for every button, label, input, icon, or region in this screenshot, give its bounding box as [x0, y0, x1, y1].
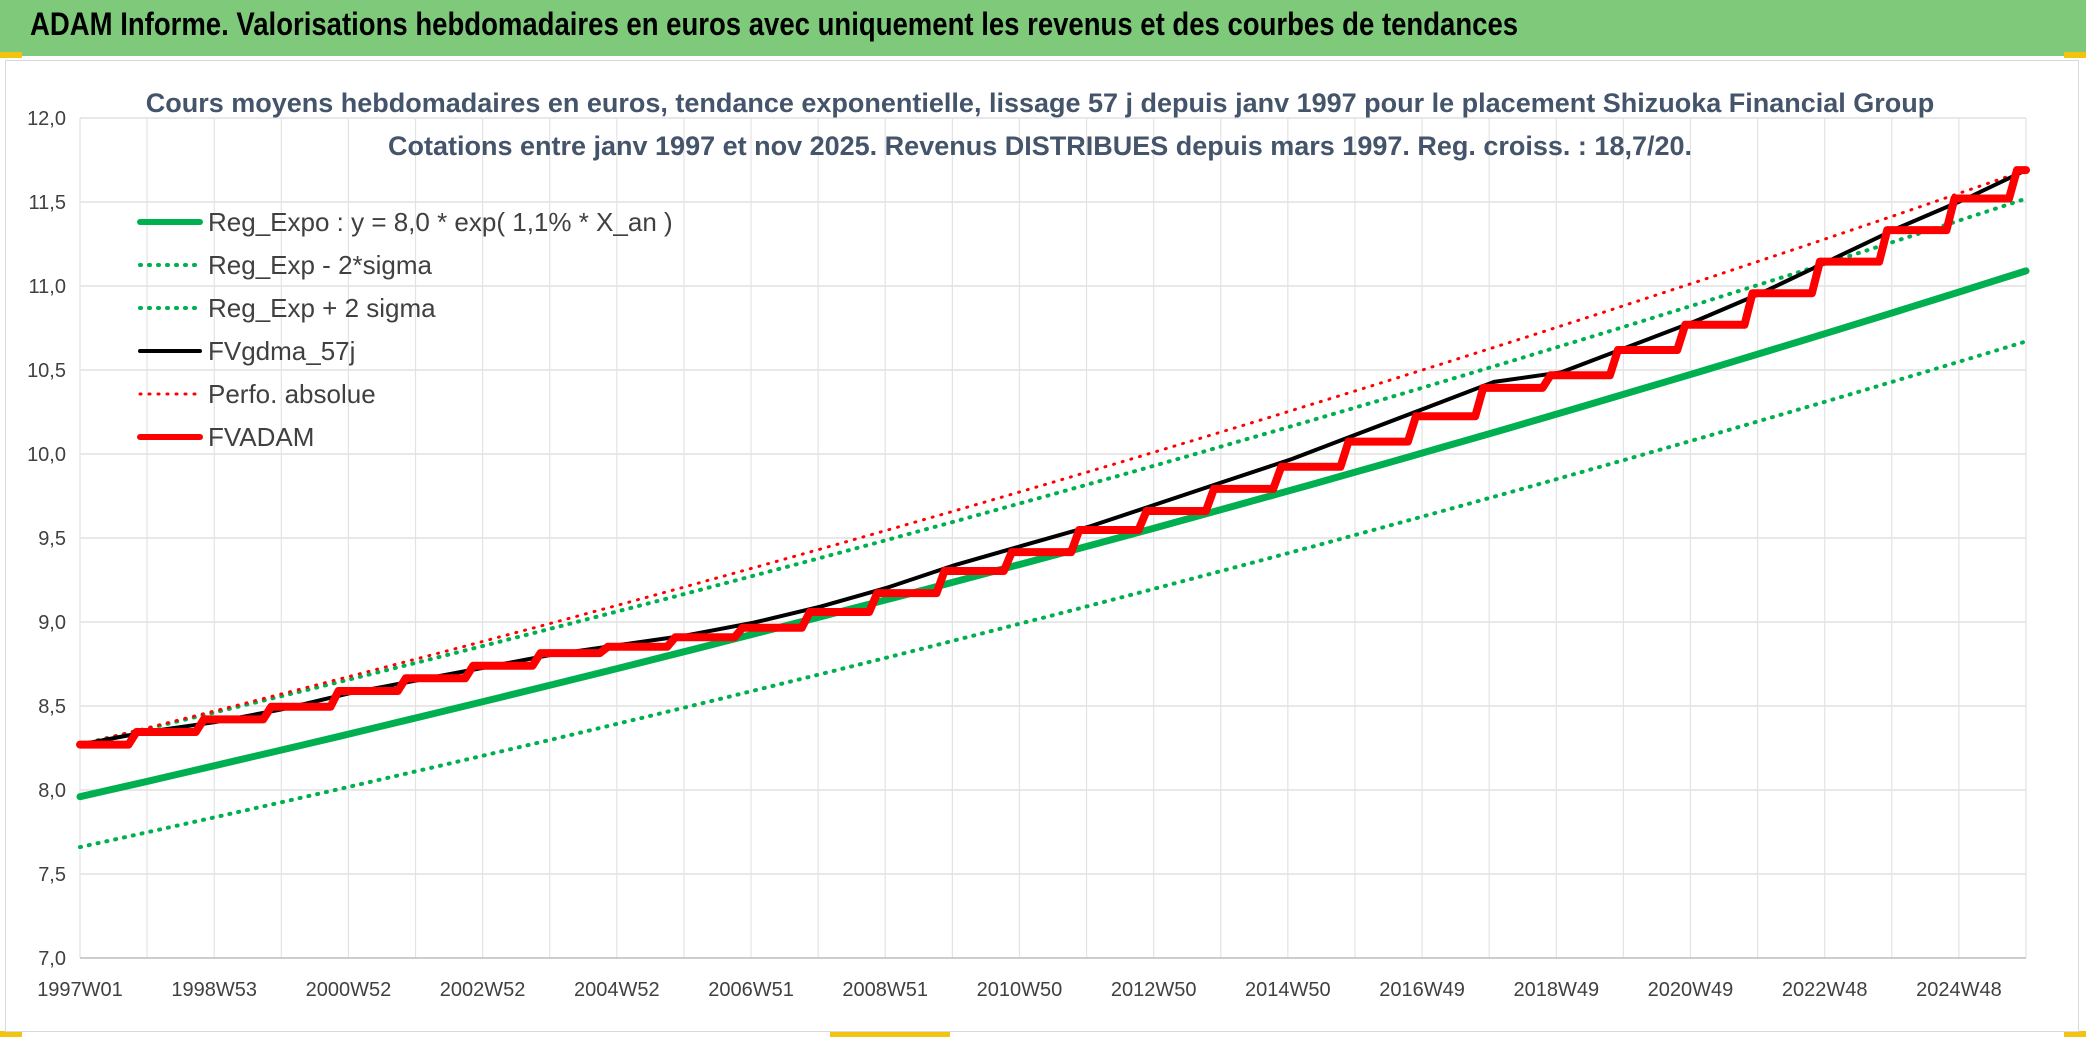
x-tick-label: 2014W50 [1245, 979, 1331, 1001]
corner-mark [830, 1031, 950, 1037]
x-tick-label: 2010W50 [977, 979, 1063, 1001]
series-line [76, 267, 2030, 801]
y-tick-label: 7,5 [38, 864, 66, 886]
y-tick-label: 10,5 [27, 360, 66, 382]
corner-mark [2064, 52, 2086, 58]
report-title: ADAM Informe. Valorisations hebdomadaire… [30, 6, 1519, 42]
x-tick-label: 1997W01 [37, 979, 123, 1001]
y-tick-label: 11,0 [29, 276, 66, 298]
x-tick-label: 2024W48 [1916, 979, 2002, 1001]
legend-label: Perfo. absolue [208, 379, 376, 409]
series-line [76, 166, 2030, 749]
chart-subtitle: Cotations entre janv 1997 et nov 2025. R… [388, 131, 1692, 161]
x-tick-label: 2002W52 [440, 979, 526, 1001]
chart-title: Cours moyens hebdomadaires en euros, ten… [146, 88, 1935, 118]
x-tick-label: 2004W52 [574, 979, 660, 1001]
x-tick-label: 1998W53 [171, 979, 257, 1001]
series-layer [76, 166, 2030, 850]
legend-label: Reg_Exp + 2 sigma [208, 293, 436, 323]
legend-label: Reg_Expo : y = 8,0 * exp( 1,1% * X_an ) [208, 207, 673, 237]
x-tick-label: 2018W49 [1513, 979, 1599, 1001]
x-tick-label: 2016W49 [1379, 979, 1465, 1001]
x-tick-label: 2022W48 [1782, 979, 1868, 1001]
axes: 7,0 7,5 8,0 8,5 9,0 9,5 10,0 10,5 11,0 11,5 12,0 19… [27, 108, 2026, 1001]
y-tick-label: 9,0 [38, 612, 66, 634]
x-tick-label: 2000W52 [306, 979, 392, 1001]
x-tick-label: 2020W49 [1648, 979, 1734, 1001]
x-tick-label: 2012W50 [1111, 979, 1197, 1001]
legend-label: FVADAM [208, 422, 314, 452]
y-tick-label: 9,5 [38, 528, 66, 550]
y-tick-label: 11,5 [29, 192, 66, 214]
legend: Reg_Expo : y = 8,0 * exp( 1,1% * X_an ) R… [137, 207, 673, 452]
legend-label: FVgdma_57j [208, 336, 355, 366]
series-line [78, 339, 2028, 850]
x-tick-label: 2006W51 [708, 979, 794, 1001]
report-banner: ADAM Informe. Valorisations hebdomadaire… [0, 0, 2086, 56]
y-tick-label: 12,0 [27, 108, 66, 130]
series-line [78, 168, 2028, 747]
corner-mark [2064, 1031, 2086, 1037]
y-tick-label: 10,0 [27, 444, 66, 466]
corner-mark [0, 52, 22, 58]
legend-label: Reg_Exp - 2*sigma [208, 250, 433, 280]
y-tick-label: 7,0 [38, 948, 66, 970]
y-tick-label: 8,0 [38, 780, 66, 802]
y-tick-label: 8,5 [38, 696, 66, 718]
x-tick-label: 2008W51 [842, 979, 928, 1001]
corner-mark [0, 1031, 22, 1037]
series-line [78, 196, 2028, 747]
chart-frame [5, 60, 2079, 1032]
